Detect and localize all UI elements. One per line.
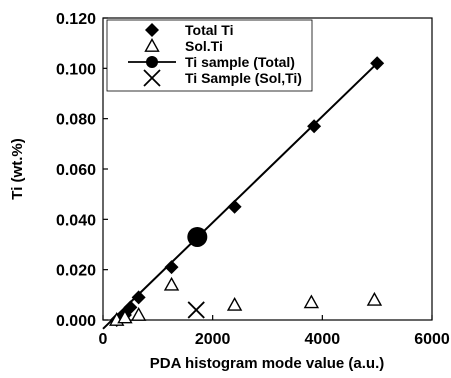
y-tick-label: 0.080 [56, 112, 96, 129]
fit-line [102, 62, 378, 330]
y-tick-label: 0.040 [56, 212, 96, 229]
y-tick-label: 0.020 [56, 263, 96, 280]
legend-marker [145, 23, 159, 37]
fit-line-layer [102, 62, 378, 330]
legend-marker [143, 69, 161, 87]
x-axis-label: PDA histogram mode value (a.u.) [150, 355, 385, 372]
data-point-series-3 [187, 301, 205, 319]
x-axis: 0 2000 4000 6000 [99, 315, 450, 348]
y-axis-label: Ti (wt.%) [9, 138, 26, 199]
points-layer [109, 56, 385, 327]
x-tick-label: 6000 [414, 331, 450, 348]
y-tick-label: 0.060 [56, 162, 96, 179]
y-tick-label: 0.100 [56, 61, 96, 78]
data-point-series-1 [226, 296, 243, 311]
legend-label: Sol.Ti [185, 38, 223, 54]
data-point-series-0 [370, 56, 385, 71]
y-tick-label: 0.120 [56, 11, 96, 28]
legend-label: Total Ti [185, 22, 233, 38]
data-point-series-3-stroke [187, 301, 205, 319]
x-tick-label: 4000 [305, 331, 341, 348]
data-point-series-1 [130, 307, 147, 321]
data-point-series-1 [163, 276, 180, 291]
legend-label: Ti Sample (Sol,Ti) [185, 70, 302, 86]
legend-box [106, 19, 313, 92]
legend-marker [144, 38, 160, 52]
data-point-series-1 [366, 291, 383, 306]
data-point-series-0 [227, 199, 242, 214]
data-point-series-0 [131, 290, 146, 305]
data-point-series-0 [123, 300, 138, 315]
y-tick-label: 0.000 [56, 313, 96, 330]
x-tick-label: 0 [99, 331, 108, 348]
legend-marker-stroke [143, 69, 161, 87]
data-point-series-1 [117, 309, 133, 324]
y-axis: 0.000 0.020 0.040 0.060 0.080 0.100 0.120 [56, 11, 108, 330]
data-point-series-0 [164, 260, 179, 275]
legend-label: Ti sample (Total) [185, 54, 295, 70]
data-point-series-0 [307, 119, 322, 134]
data-point-series-1 [303, 294, 320, 309]
legend-marker [146, 56, 158, 68]
x-tick-label: 2000 [195, 331, 231, 348]
data-point-series-2 [187, 226, 208, 247]
